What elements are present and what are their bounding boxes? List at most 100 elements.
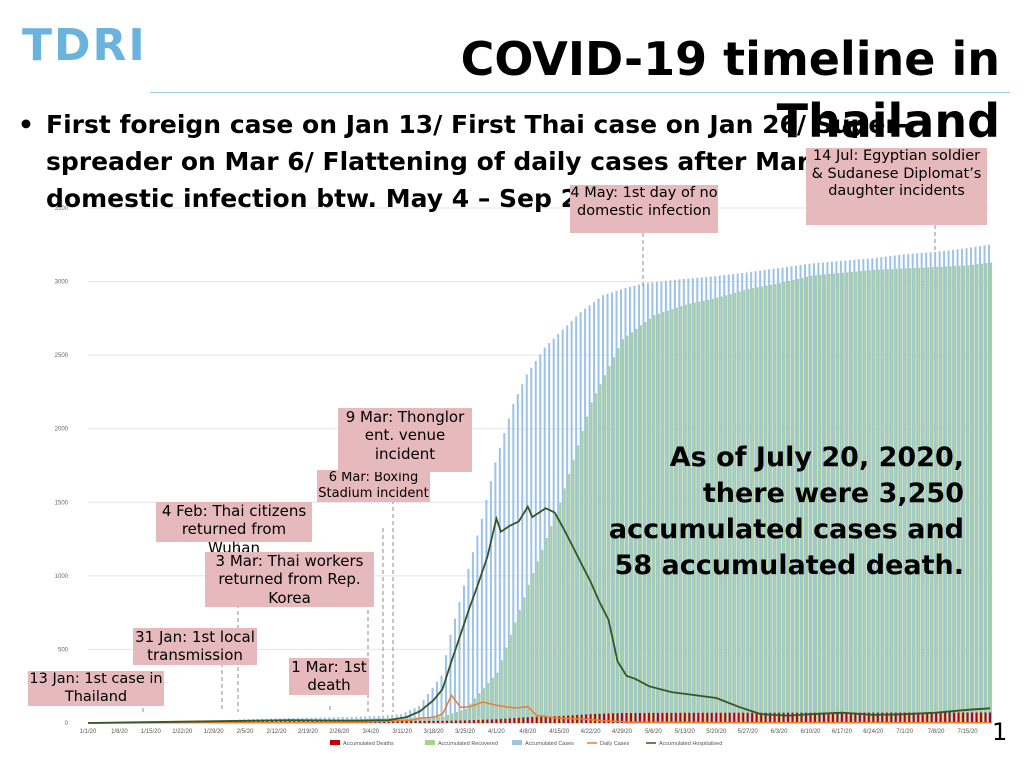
recovered-bar <box>455 711 458 723</box>
deaths-bar <box>692 712 695 723</box>
recovered-bar <box>491 677 494 723</box>
cases-bar <box>431 687 434 723</box>
cases-bar <box>884 256 887 723</box>
recovered-bar <box>967 265 970 723</box>
deaths-bar <box>881 712 884 723</box>
recovered-bar <box>981 263 984 723</box>
deaths-bar <box>840 712 843 723</box>
y-axis-ticks: 0 500 1000 1500 2000 2500 3000 3500 <box>55 206 69 727</box>
recovered-bar <box>972 264 975 723</box>
deaths-bar <box>975 712 978 723</box>
cases-bar <box>723 275 726 723</box>
cases-bar <box>938 251 941 723</box>
x-tick-label: 1/15/20 <box>141 729 162 735</box>
deaths-bar <box>728 712 731 723</box>
deaths-bar <box>522 717 525 723</box>
deaths-bar <box>957 712 960 723</box>
cases-bar <box>880 257 883 723</box>
recovered-bar <box>900 268 903 723</box>
recovered-bar <box>568 474 571 723</box>
cases-bar <box>602 295 605 723</box>
cases-bar <box>678 279 681 723</box>
recovered-bar <box>518 609 521 723</box>
cases-bar <box>660 281 663 723</box>
deaths-bar <box>504 718 507 723</box>
cases-bar <box>530 367 533 723</box>
cases-bar <box>812 263 815 723</box>
cases-bar <box>916 253 919 723</box>
recovered-bar <box>864 270 867 723</box>
y-tick-label: 3000 <box>55 280 69 286</box>
cases-bar <box>628 287 631 723</box>
recovered-bar <box>788 280 791 723</box>
x-tick-label: 2/26/20 <box>329 729 350 735</box>
legend-swatch <box>425 740 435 745</box>
deaths-bar <box>697 712 700 723</box>
cases-bar <box>830 261 833 723</box>
recovered-bar <box>945 266 948 723</box>
deaths-bar <box>908 712 911 723</box>
cases-bar <box>781 267 784 723</box>
deaths-bar <box>612 713 615 723</box>
deaths-bar <box>867 712 870 723</box>
deaths-bar <box>634 712 637 723</box>
deaths-bar <box>719 712 722 723</box>
cases-bar <box>476 535 479 723</box>
cases-bar <box>808 263 811 723</box>
deaths-bar <box>647 712 650 723</box>
deaths-bar <box>598 713 601 723</box>
recovered-bar <box>985 263 988 723</box>
cases-bar <box>700 277 703 723</box>
recovered-bar <box>823 274 826 723</box>
cases-bar <box>597 298 600 723</box>
recovered-bar <box>904 268 907 723</box>
cases-bar <box>947 250 950 723</box>
x-tick-label: 6/3/20 <box>771 729 788 735</box>
cases-bar <box>624 288 627 723</box>
recovered-bar <box>963 265 966 723</box>
deaths-bar <box>845 712 848 723</box>
recovered-bar <box>541 549 544 723</box>
deaths-bar <box>603 713 606 723</box>
cases-bar <box>956 249 959 724</box>
page-title: COVID-19 timeline in Thailand <box>460 32 1000 148</box>
cases-bar <box>987 244 990 724</box>
annotation-mar3: 3 Mar: Thai workers returned from Rep. K… <box>205 552 374 607</box>
recovered-bar <box>590 402 593 723</box>
cases-bar <box>902 254 905 723</box>
deaths-bar <box>392 720 395 723</box>
recovered-bar <box>954 266 957 723</box>
recovered-bar <box>523 597 526 723</box>
cases-bar <box>898 254 901 724</box>
recovered-bar <box>424 717 427 723</box>
legend-label: Accumulated Cases <box>525 741 574 747</box>
recovered-bar <box>877 269 880 723</box>
recovered-bar <box>707 299 710 723</box>
cases-bar <box>552 338 555 723</box>
deaths-bar <box>787 712 790 723</box>
cases-bar <box>516 394 519 723</box>
cases-bar <box>539 354 542 723</box>
x-tick-label: 6/17/20 <box>832 729 853 735</box>
cases-bar <box>853 259 856 723</box>
page-number: 1 <box>992 718 1008 746</box>
hospitalised-line <box>87 504 991 724</box>
recovered-bar <box>841 272 844 723</box>
cases-bar <box>929 252 932 723</box>
recovered-bar <box>918 267 921 723</box>
deaths-bar <box>643 712 646 723</box>
recovered-bar <box>770 284 773 723</box>
deaths-bar <box>486 719 489 723</box>
deaths-bar <box>831 712 834 723</box>
cases-bar <box>750 271 753 723</box>
recovered-bar <box>922 267 925 723</box>
cases-bar <box>682 279 685 723</box>
recovered-bar <box>630 332 634 723</box>
recovered-bar <box>949 266 952 723</box>
cases-bar <box>961 248 964 724</box>
recovered-bar <box>958 265 961 723</box>
cases-bar <box>386 715 389 723</box>
cases-bar <box>696 277 699 723</box>
recovered-bar <box>936 266 939 723</box>
recovered-bar <box>415 717 418 723</box>
